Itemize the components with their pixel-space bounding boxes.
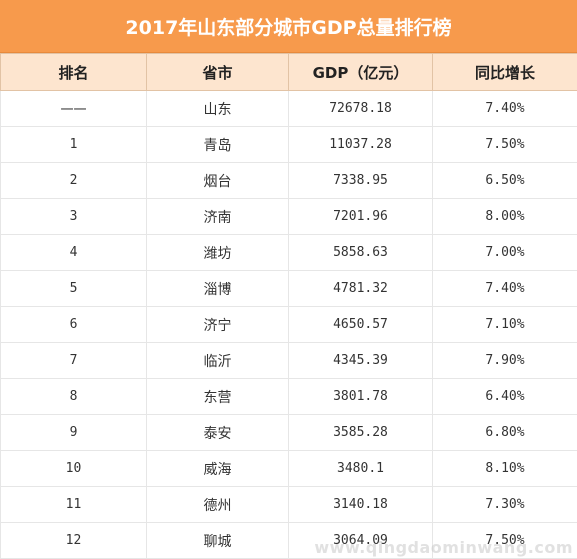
header-gdp: GDP（亿元） (288, 53, 433, 91)
header-city: 省市 (146, 53, 289, 91)
cell-city: 济宁 (146, 306, 289, 343)
cell-gdp: 4650.57 (288, 306, 433, 343)
cell-gdp: 5858.63 (288, 234, 433, 271)
cell-rank: 12 (0, 522, 147, 559)
cell-gdp: 11037.28 (288, 126, 433, 163)
cell-gdp: 4781.32 (288, 270, 433, 307)
table-title: 2017年山东部分城市GDP总量排行榜 (0, 0, 577, 53)
cell-gdp: 3140.18 (288, 486, 433, 523)
cell-city: 烟台 (146, 162, 289, 199)
cell-rank: 7 (0, 342, 147, 379)
cell-growth: 7.50% (432, 126, 577, 163)
table-row: 1 青岛 11037.28 7.50% (0, 126, 577, 163)
header-rank: 排名 (0, 53, 147, 91)
cell-gdp: 7201.96 (288, 198, 433, 235)
cell-city: 济南 (146, 198, 289, 235)
cell-gdp: 3585.28 (288, 414, 433, 451)
cell-growth: 7.50% (432, 522, 577, 559)
table-row: 6 济宁 4650.57 7.10% (0, 306, 577, 343)
cell-gdp: 72678.18 (288, 90, 433, 127)
gdp-ranking-table: 排名 省市 GDP（亿元） 同比增长 一一 山东 72678.18 7.40% 1 青岛 1… (0, 53, 577, 559)
cell-rank: 3 (0, 198, 147, 235)
cell-city: 淄博 (146, 270, 289, 307)
cell-gdp: 3801.78 (288, 378, 433, 415)
cell-growth: 8.00% (432, 198, 577, 235)
cell-growth: 7.10% (432, 306, 577, 343)
cell-city: 聊城 (146, 522, 289, 559)
cell-city: 山东 (146, 90, 289, 127)
table-row: 11 德州 3140.18 7.30% (0, 486, 577, 523)
cell-city: 泰安 (146, 414, 289, 451)
table-row: 10 威海 3480.1 8.10% (0, 450, 577, 487)
cell-growth: 6.50% (432, 162, 577, 199)
cell-gdp: 3064.09 (288, 522, 433, 559)
cell-growth: 7.90% (432, 342, 577, 379)
cell-growth: 6.40% (432, 378, 577, 415)
cell-rank: 11 (0, 486, 147, 523)
cell-rank: 9 (0, 414, 147, 451)
cell-city: 威海 (146, 450, 289, 487)
table-row: 9 泰安 3585.28 6.80% (0, 414, 577, 451)
cell-gdp: 3480.1 (288, 450, 433, 487)
cell-rank: 4 (0, 234, 147, 271)
cell-rank: 10 (0, 450, 147, 487)
cell-rank: 8 (0, 378, 147, 415)
cell-city: 德州 (146, 486, 289, 523)
cell-city: 青岛 (146, 126, 289, 163)
cell-rank: 1 (0, 126, 147, 163)
cell-growth: 8.10% (432, 450, 577, 487)
header-growth: 同比增长 (432, 53, 577, 91)
cell-growth: 7.40% (432, 270, 577, 307)
cell-gdp: 7338.95 (288, 162, 433, 199)
cell-rank: 5 (0, 270, 147, 307)
table-row: 3 济南 7201.96 8.00% (0, 198, 577, 235)
cell-growth: 7.00% (432, 234, 577, 271)
table-row: 8 东营 3801.78 6.40% (0, 378, 577, 415)
cell-growth: 6.80% (432, 414, 577, 451)
cell-rank: 6 (0, 306, 147, 343)
table-row: 2 烟台 7338.95 6.50% (0, 162, 577, 199)
table-row: 12 聊城 3064.09 7.50% (0, 522, 577, 559)
cell-rank: 一一 (0, 90, 147, 127)
cell-growth: 7.40% (432, 90, 577, 127)
table-body: 一一 山东 72678.18 7.40% 1 青岛 11037.28 7.50% 2 烟台 7338… (0, 90, 577, 559)
cell-rank: 2 (0, 162, 147, 199)
cell-city: 东营 (146, 378, 289, 415)
table-row: 4 潍坊 5858.63 7.00% (0, 234, 577, 271)
cell-growth: 7.30% (432, 486, 577, 523)
header-row: 排名 省市 GDP（亿元） 同比增长 (0, 53, 577, 91)
table-row: 一一 山东 72678.18 7.40% (0, 90, 577, 127)
table-row: 5 淄博 4781.32 7.40% (0, 270, 577, 307)
cell-city: 潍坊 (146, 234, 289, 271)
cell-city: 临沂 (146, 342, 289, 379)
cell-gdp: 4345.39 (288, 342, 433, 379)
table-row: 7 临沂 4345.39 7.90% (0, 342, 577, 379)
